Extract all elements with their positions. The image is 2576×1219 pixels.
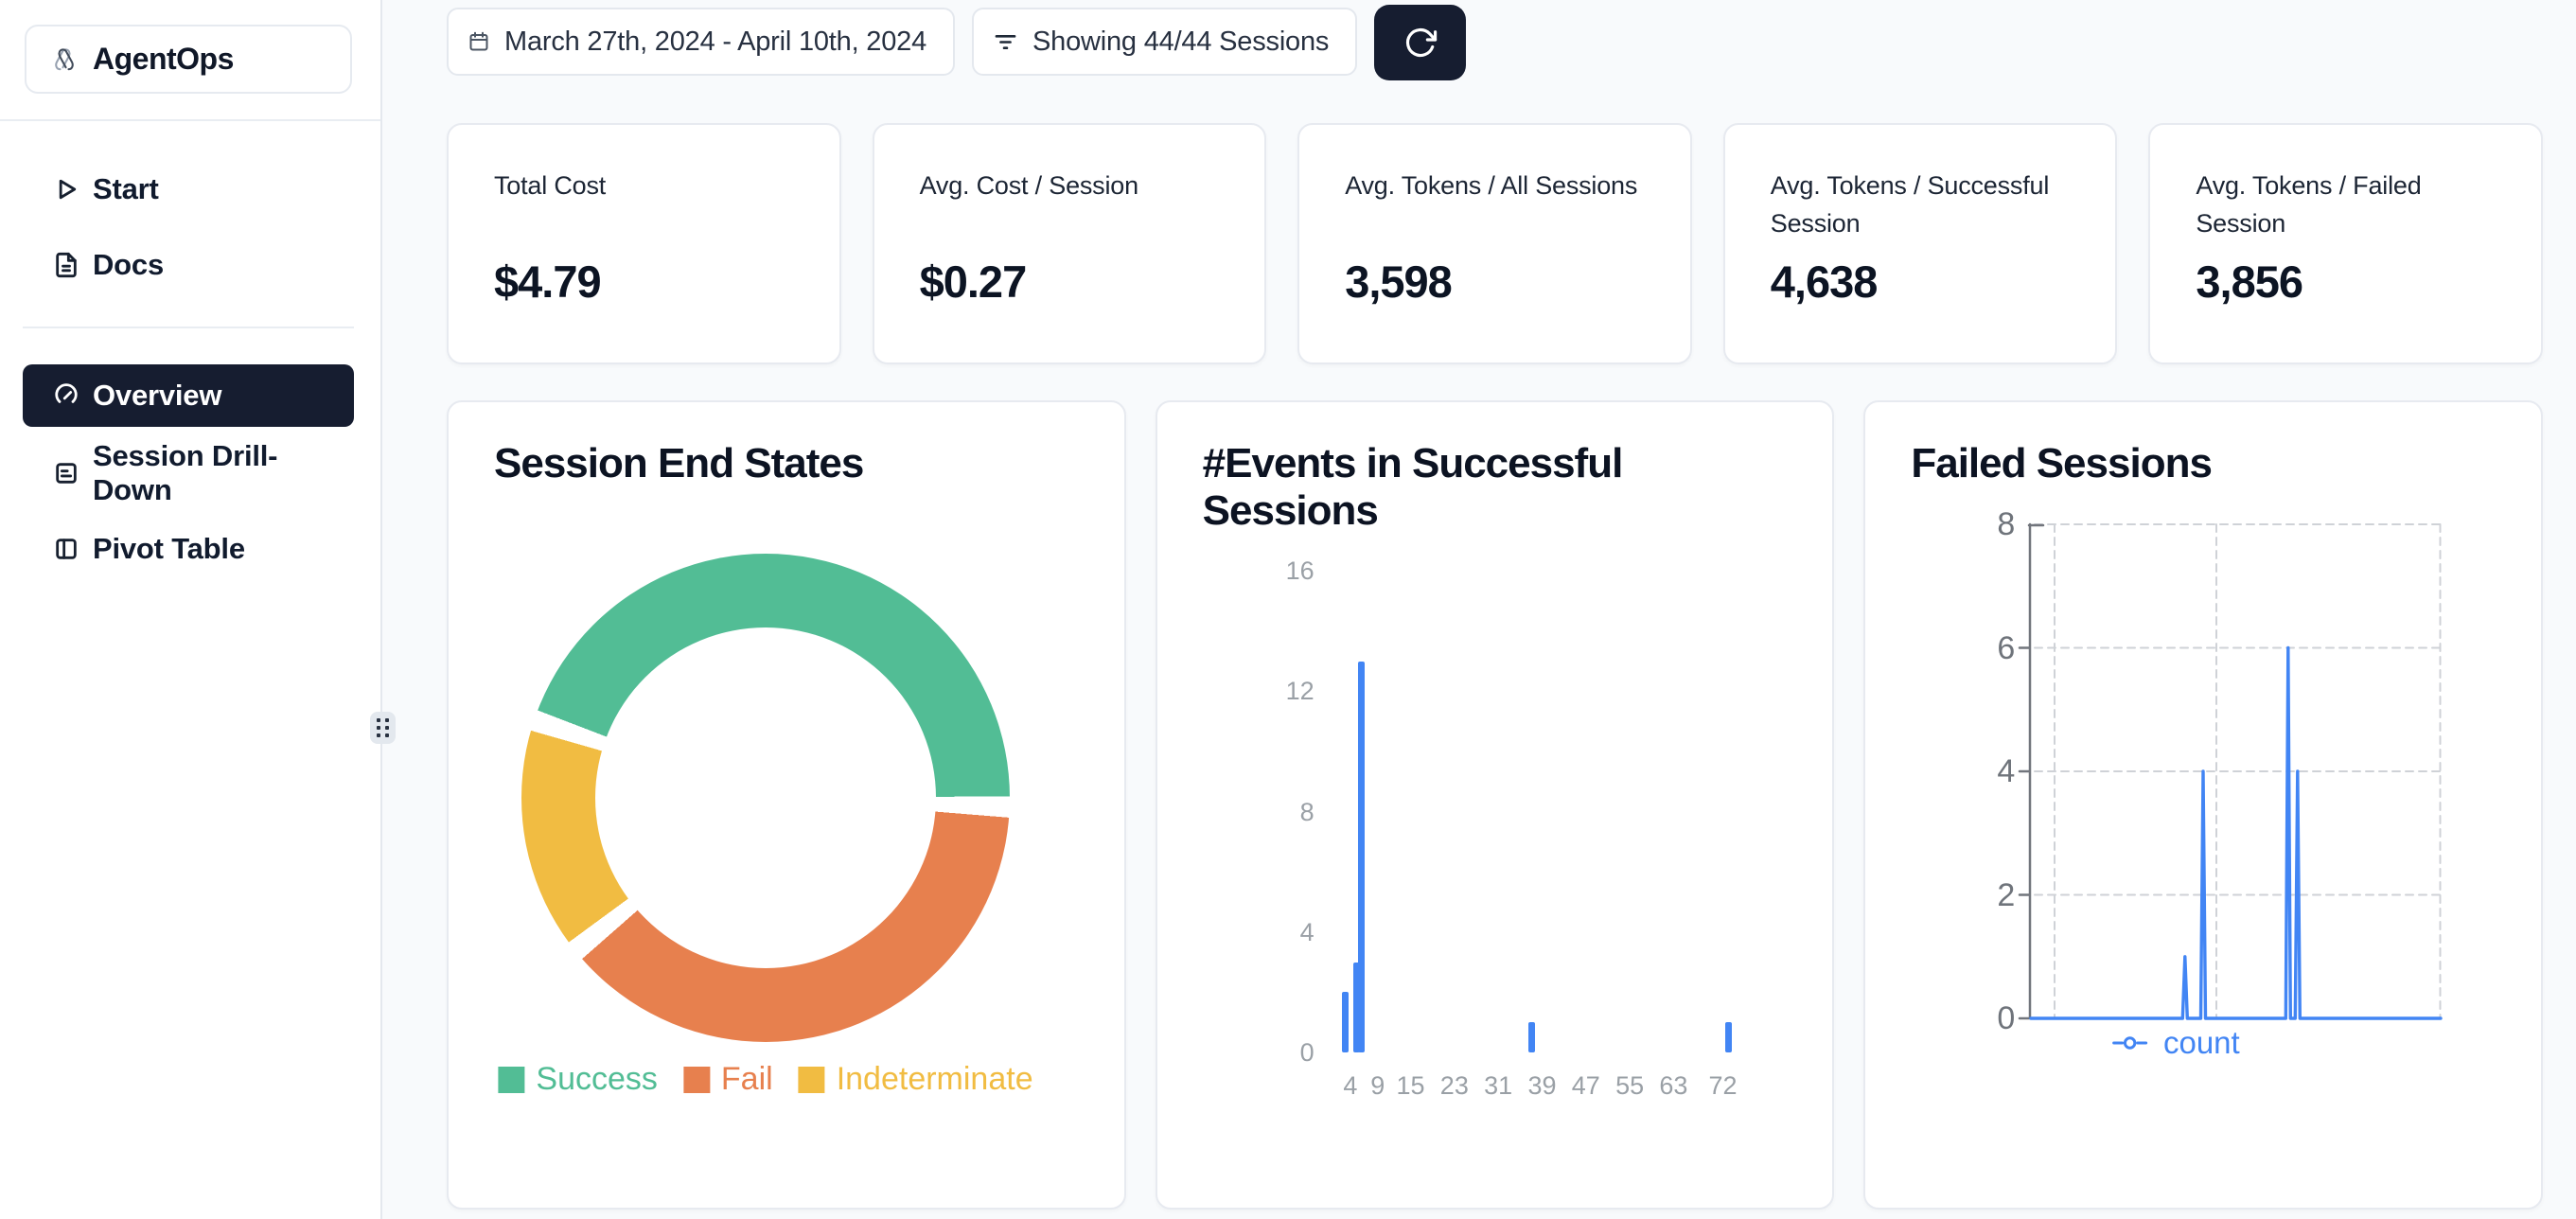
failed-sessions-plot-area — [2019, 522, 2444, 1020]
events-bar-chart[interactable]: 0 4 8 12 16 4 9 15 23 31 39 47 55 63 72 — [1157, 402, 1833, 1208]
legend-item-success[interactable]: Success — [498, 1061, 658, 1098]
sidebar-item-start[interactable]: Start — [23, 163, 354, 216]
chart-title: #Events in Successful Sessions — [1202, 440, 1624, 534]
stat-card-avg-tokens-failed: Avg. Tokens / Failed Session 3,856 — [2148, 123, 2543, 364]
stat-value: $4.79 — [494, 256, 602, 307]
stat-value: 3,598 — [1345, 256, 1453, 307]
donut-hole — [595, 627, 936, 968]
line-marker-icon — [2112, 1036, 2148, 1050]
sidebar-item-label: Session Drill-Down — [93, 439, 278, 506]
stat-card-avg-cost-session: Avg. Cost / Session $0.27 — [872, 123, 1267, 364]
x-tick-label: 15 — [1396, 1071, 1425, 1100]
main-content: March 27th, 2024 - April 10th, 2024 Show… — [384, 0, 2576, 1219]
y-tick-label: 2 — [1997, 876, 2016, 913]
list-icon — [56, 463, 77, 484]
stat-value: 3,856 — [2196, 256, 2303, 307]
sidebar-nav: Start Docs Overview Session Drill-Down P… — [0, 163, 380, 575]
sidebar-resize-handle[interactable] — [370, 712, 396, 744]
sidebar-item-label: Start — [93, 172, 159, 205]
y-tick-label: 12 — [1285, 677, 1314, 706]
date-range-label: March 27th, 2024 - April 10th, 2024 — [504, 26, 927, 57]
y-tick-label: 8 — [1997, 506, 2016, 542]
stats-row: Total Cost $4.79 Avg. Cost / Session $0.… — [447, 123, 2543, 364]
stat-card-avg-tokens-successful: Avg. Tokens / Successful Session 4,638 — [1722, 123, 2118, 364]
fail-swatch-icon — [682, 1066, 710, 1093]
x-tick-label: 47 — [1571, 1071, 1600, 1100]
sidebar-item-pivot-table[interactable]: Pivot Table — [23, 522, 354, 575]
y-tick-label: 8 — [1299, 797, 1314, 826]
x-tick-label: 31 — [1484, 1071, 1513, 1100]
count-legend-label: count — [2162, 1025, 2240, 1060]
date-range-button[interactable]: March 27th, 2024 - April 10th, 2024 — [447, 8, 956, 76]
y-tick-label: 0 — [1997, 1000, 2016, 1036]
stat-value: $0.27 — [919, 256, 1028, 307]
refresh-button[interactable] — [1374, 5, 1467, 80]
bar[interactable] — [1342, 992, 1350, 1052]
y-tick-label: 4 — [1299, 917, 1314, 946]
agentops-paperclip-logo-icon — [51, 46, 78, 73]
x-tick-label: 23 — [1439, 1071, 1469, 1100]
chart-title: Failed Sessions — [1911, 440, 2213, 486]
stat-card-total-cost: Total Cost $4.79 — [447, 123, 841, 364]
sidebar-item-docs[interactable]: Docs — [23, 238, 354, 292]
sessions-filter-button[interactable]: Showing 44/44 Sessions — [972, 8, 1358, 76]
stat-label: Avg. Cost / Session — [919, 171, 1139, 200]
sidebar-divider — [0, 119, 380, 121]
logo-text: AgentOps — [93, 42, 234, 76]
play-icon — [59, 179, 77, 200]
calendar-icon — [469, 31, 488, 51]
document-icon — [56, 252, 77, 278]
sidebar-item-label: Pivot Table — [93, 532, 245, 565]
refresh-icon — [1405, 28, 1437, 57]
sidebar-divider — [23, 327, 354, 328]
x-tick-label: 39 — [1527, 1071, 1557, 1100]
x-tick-label: 72 — [1708, 1071, 1738, 1100]
bar[interactable] — [1725, 1022, 1733, 1052]
sidebar-item-overview[interactable]: Overview — [23, 364, 354, 427]
y-tick-label: 0 — [1299, 1038, 1314, 1067]
columns-icon — [56, 539, 77, 559]
legend-item-indeterminate[interactable]: Indeterminate — [798, 1061, 1033, 1098]
indeterminate-swatch-icon — [798, 1066, 825, 1093]
failed-sessions-card: Failed Sessions 0 2 4 6 8 count — [1863, 400, 2544, 1210]
stat-value: 4,638 — [1770, 256, 1879, 307]
y-tick-label: 6 — [1997, 629, 2016, 666]
x-tick-label: 55 — [1615, 1071, 1645, 1100]
sidebar-item-session-drill-down[interactable]: Session Drill-Down — [23, 439, 354, 506]
sidebar-item-label: Overview — [93, 379, 222, 412]
gauge-icon — [55, 383, 78, 403]
success-swatch-icon — [498, 1066, 525, 1093]
logo[interactable]: AgentOps — [25, 25, 352, 94]
x-tick-label: 4 — [1343, 1071, 1358, 1100]
sidebar: AgentOps Start Docs Overview Session Dri… — [0, 0, 382, 1219]
stat-label: Avg. Tokens / Successful Session — [1770, 171, 2050, 238]
x-tick-label: 63 — [1659, 1071, 1688, 1100]
failed-sessions-line-chart[interactable]: 0 2 4 6 8 — [1865, 402, 2541, 1208]
stat-card-avg-tokens-all: Avg. Tokens / All Sessions 3,598 — [1297, 123, 1692, 364]
bar[interactable] — [1352, 962, 1360, 1052]
stat-label: Avg. Tokens / Failed Session — [2196, 171, 2422, 238]
bar[interactable] — [1527, 1022, 1535, 1052]
y-tick-label: 4 — [1997, 753, 2016, 789]
x-tick-label: 9 — [1370, 1071, 1385, 1100]
topbar: March 27th, 2024 - April 10th, 2024 Show… — [447, 5, 2543, 80]
sidebar-item-label: Docs — [93, 248, 165, 281]
bar[interactable] — [1358, 661, 1366, 1052]
sessions-filter-label: Showing 44/44 Sessions — [1032, 26, 1330, 57]
session-end-states-card: Session End States Success Fail Indeterm… — [447, 400, 1126, 1210]
count-legend[interactable]: count — [2112, 1025, 2240, 1061]
y-tick-label: 16 — [1285, 556, 1314, 586]
donut-legend: Success Fail Indeterminate — [498, 1061, 1033, 1098]
grip-dots-icon — [377, 718, 389, 737]
stat-label: Total Cost — [494, 171, 607, 200]
stat-label: Avg. Tokens / All Sessions — [1345, 171, 1638, 200]
chart-title: Session End States — [494, 440, 864, 486]
filter-icon — [995, 34, 1016, 49]
legend-item-fail[interactable]: Fail — [682, 1061, 773, 1098]
events-in-successful-sessions-card: #Events in Successful Sessions 0 4 8 12 16 4 9… — [1155, 400, 1835, 1210]
charts-row: Session End States Success Fail Indeterm… — [447, 400, 2544, 1210]
